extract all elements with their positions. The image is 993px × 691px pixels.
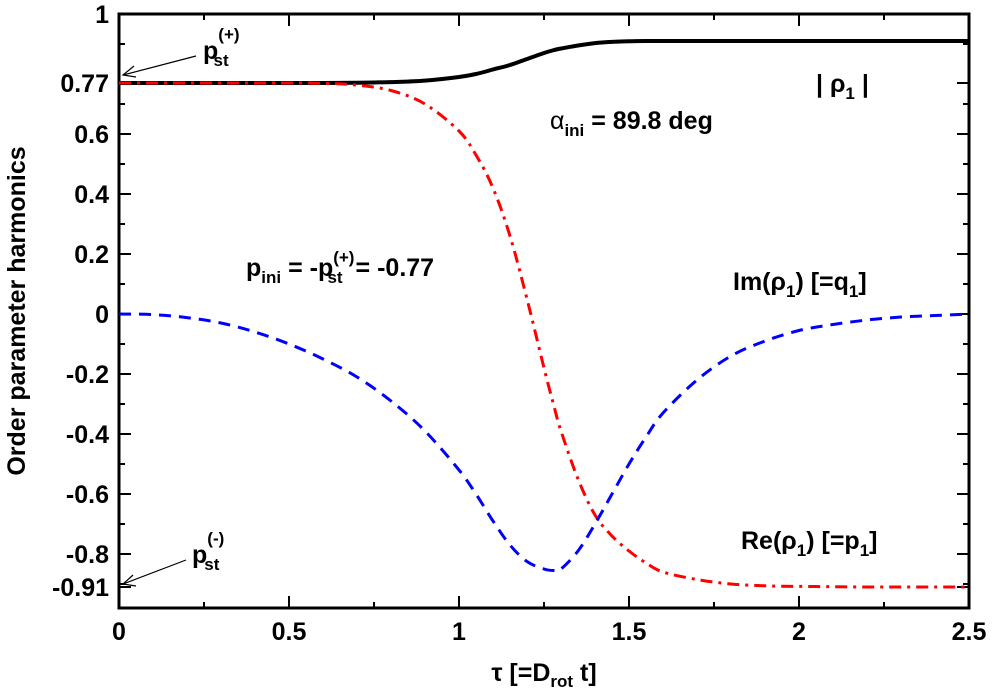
label-p-st-plus: p(+) st — [203, 25, 240, 70]
y-tick-label: 0.6 — [74, 121, 109, 149]
y-tick-label: 1 — [95, 1, 109, 29]
label-re-rho: Re(ρ1) [=p1] — [741, 527, 877, 560]
label-alpha-ini: αini = 89.8 deg — [550, 107, 713, 140]
series-group — [118, 39, 970, 589]
axis-ticks: 0 0.5 1 1.5 2 2.5 -0.91 -0.8 -0.6 -0.4 -0.2 0 0.2 0.4… — [52, 1, 986, 646]
label-im-rho: Im(ρ1) [=q1] — [733, 268, 867, 301]
y-tick-label: 0.2 — [74, 241, 109, 269]
label-p-st-minus: p(-) st — [192, 529, 224, 574]
y-tick-label: 0.77 — [60, 70, 109, 98]
x-axis-title: τ [=Drot t] — [491, 659, 596, 691]
arrow-p-st-plus — [121, 55, 197, 78]
x-tick-label: 2.5 — [952, 618, 987, 646]
y-tick-label: -0.8 — [66, 541, 109, 569]
x-tick-label: 1 — [452, 618, 466, 646]
label-abs-rho: | ρ1 | — [816, 70, 869, 103]
y-tick-label: 0.4 — [74, 181, 109, 209]
y-tick-label: 0 — [95, 301, 109, 329]
y-tick-label: -0.2 — [66, 361, 109, 389]
series-im-rho — [118, 312, 970, 573]
y-tick-label: -0.4 — [66, 421, 109, 449]
series-abs-rho — [119, 39, 969, 85]
y-axis-title: Order parameter harmonics — [3, 146, 31, 475]
x-tick-label: 2 — [792, 618, 806, 646]
plot-frame — [117, 12, 971, 610]
series-re-rho — [119, 81, 969, 589]
y-tick-label: -0.91 — [52, 574, 109, 602]
x-tick-label: 1.5 — [612, 618, 647, 646]
arrow-p-st-minus — [121, 559, 187, 587]
label-p-ini: pini = -p(+) st = -0.77 — [246, 248, 434, 287]
x-tick-label: 0 — [112, 618, 126, 646]
y-tick-label: -0.6 — [66, 481, 109, 509]
x-tick-label: 0.5 — [272, 618, 307, 646]
